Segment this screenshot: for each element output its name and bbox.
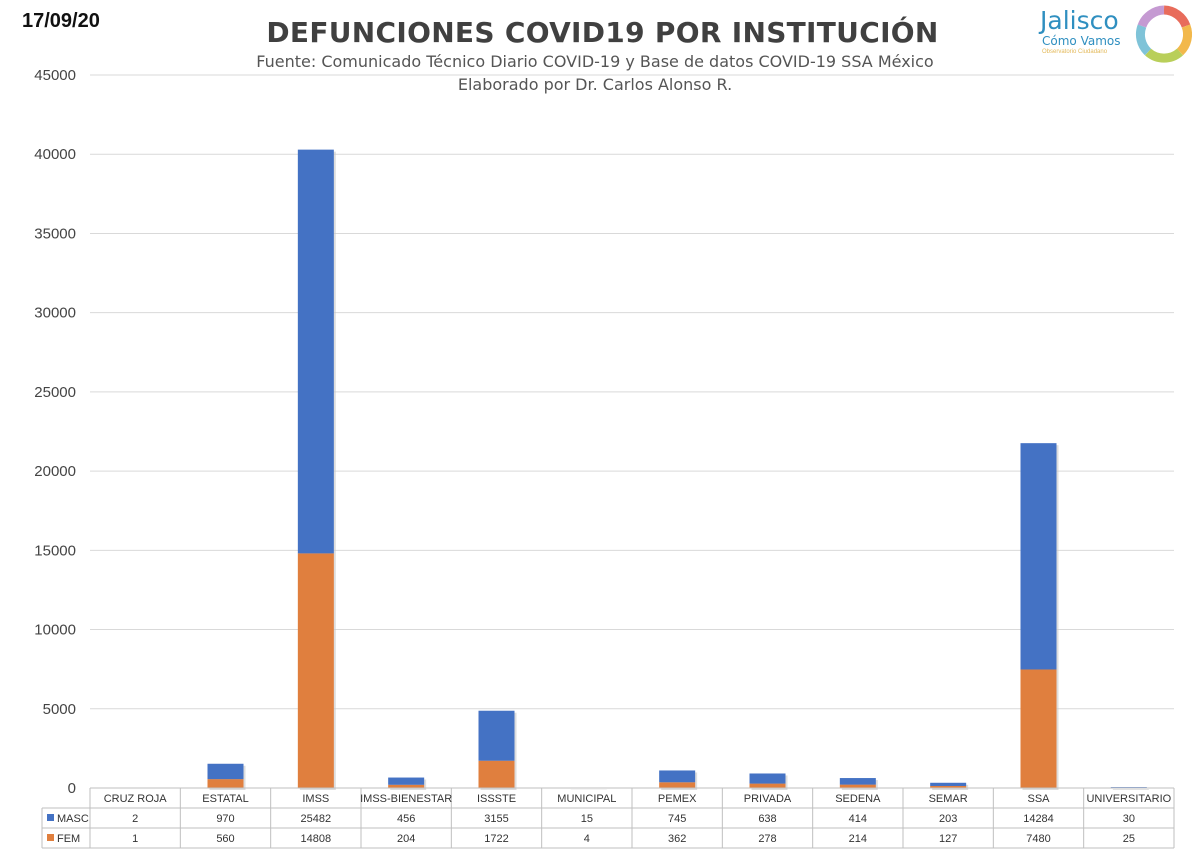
bar-fem-imss-bienestar bbox=[388, 784, 425, 788]
x-tick-label: IMSS bbox=[302, 793, 329, 805]
x-tick-label: MUNICIPAL bbox=[557, 793, 616, 805]
y-tick-label: 25000 bbox=[34, 384, 76, 401]
bar-fem-imss bbox=[297, 553, 334, 788]
y-tick-label: 40000 bbox=[34, 146, 76, 163]
data-label: 362 bbox=[668, 833, 686, 845]
y-tick-label: 35000 bbox=[34, 225, 76, 242]
x-tick-label: CRUZ ROJA bbox=[104, 793, 168, 805]
x-tick-label: ESTATAL bbox=[202, 793, 248, 805]
x-tick-label: UNIVERSITARIO bbox=[1086, 793, 1171, 805]
legend-swatch-masc bbox=[47, 814, 54, 821]
x-tick-label: SEMAR bbox=[929, 793, 968, 805]
bar-fem-pemex bbox=[659, 782, 696, 788]
y-tick-label: 5000 bbox=[43, 701, 76, 718]
bar-fem-privada bbox=[749, 783, 786, 788]
y-tick-label: 30000 bbox=[34, 305, 76, 322]
data-label: 745 bbox=[668, 813, 686, 825]
bar-masc-estatal bbox=[207, 763, 244, 780]
logo-sub: Observatorio Ciudadano bbox=[1042, 49, 1108, 55]
bar-shadow bbox=[1112, 789, 1149, 790]
bar-masc-privada bbox=[749, 773, 786, 784]
x-tick-label: SEDENA bbox=[835, 793, 881, 805]
data-label: 414 bbox=[849, 813, 867, 825]
bar-masc-sedena bbox=[839, 778, 876, 785]
logo-ring-icon bbox=[1135, 5, 1193, 63]
bar-masc-issste bbox=[478, 710, 515, 761]
legend-swatch-fem bbox=[47, 834, 54, 841]
logo-tagline: Cómo Vamos bbox=[1042, 34, 1121, 48]
data-label: 25 bbox=[1123, 833, 1135, 845]
data-label: 638 bbox=[758, 813, 776, 825]
data-label: 970 bbox=[216, 813, 234, 825]
bar-masc-ssa bbox=[1020, 443, 1057, 670]
data-label: 127 bbox=[939, 833, 957, 845]
jalisco-logo: Jalisco Cómo Vamos Observatorio Ciudadan… bbox=[1032, 4, 1197, 64]
data-label: 30 bbox=[1123, 813, 1135, 825]
x-tick-label: IMSS-BIENESTAR bbox=[360, 793, 452, 805]
data-label: 560 bbox=[216, 833, 234, 845]
gridlines bbox=[90, 74, 1174, 789]
data-table: CRUZ ROJA ESTATAL IMSS IMSS-BIENESTAR ISSSTE… bbox=[41, 787, 1175, 849]
data-label: 2 bbox=[132, 813, 138, 825]
y-tick-label: 10000 bbox=[34, 622, 76, 639]
data-label: 214 bbox=[849, 833, 867, 845]
data-label: 278 bbox=[758, 833, 776, 845]
bar-fem-ssa bbox=[1020, 669, 1057, 788]
data-label: 4 bbox=[584, 833, 590, 845]
logo-name: Jalisco bbox=[1040, 6, 1119, 35]
bar-fem-estatal bbox=[207, 779, 244, 788]
data-label: 14284 bbox=[1023, 813, 1054, 825]
x-tick-label: ISSSTE bbox=[477, 793, 516, 805]
y-tick-label: 20000 bbox=[34, 463, 76, 480]
data-label: 14808 bbox=[301, 833, 332, 845]
data-label: 1 bbox=[132, 833, 138, 845]
bar-masc-imss-bienestar bbox=[388, 777, 425, 785]
legend-label-masc: MASC bbox=[57, 813, 89, 825]
bar-masc-imss bbox=[297, 149, 334, 554]
bars bbox=[117, 149, 1149, 791]
bar-masc-semar bbox=[930, 782, 967, 786]
data-label: 204 bbox=[397, 833, 415, 845]
y-tick-label: 45000 bbox=[34, 67, 76, 84]
data-label: 1722 bbox=[484, 833, 508, 845]
bar-fem-sedena bbox=[839, 784, 876, 788]
chart-author: Elaborado por Dr. Carlos Alonso R. bbox=[457, 75, 733, 94]
data-label: 15 bbox=[581, 813, 593, 825]
bar-fem-issste bbox=[478, 760, 515, 788]
data-label: 7480 bbox=[1026, 833, 1050, 845]
bar-masc-pemex bbox=[659, 770, 696, 783]
x-tick-label: SSA bbox=[1027, 793, 1050, 805]
y-tick-label: 0 bbox=[68, 780, 76, 797]
data-label: 25482 bbox=[301, 813, 332, 825]
data-label: 203 bbox=[939, 813, 957, 825]
date-label: 17/09/20 bbox=[22, 10, 100, 32]
legend-label-fem: FEM bbox=[57, 833, 80, 845]
y-tick-label: 15000 bbox=[34, 542, 76, 559]
bar-fem-semar bbox=[930, 785, 967, 788]
x-tick-label: PEMEX bbox=[658, 793, 697, 805]
y-axis-labels: 0 5000 10000 15000 20000 25000 30000 35000 40000… bbox=[34, 67, 76, 797]
x-tick-label: PRIVADA bbox=[744, 793, 792, 805]
data-label: 3155 bbox=[484, 813, 508, 825]
chart-subtitle: Fuente: Comunicado Técnico Diario COVID-… bbox=[256, 52, 934, 71]
data-label: 456 bbox=[397, 813, 415, 825]
chart-title: DEFUNCIONES COVID19 POR INSTITUCIÓN bbox=[266, 16, 939, 49]
